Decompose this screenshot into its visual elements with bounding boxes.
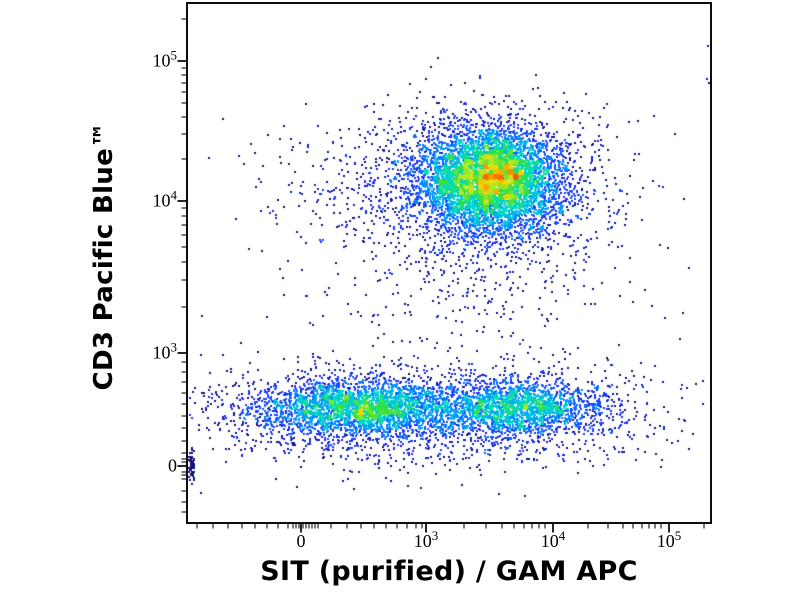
x-tick-label: 103 xyxy=(413,528,439,551)
y-tick-label: 104 xyxy=(152,187,178,211)
y-axis-title-text: CD3 Pacific Blue™ xyxy=(89,121,119,391)
y-axis-title: CD3 Pacific Blue™ xyxy=(89,122,119,391)
y-tick-label: 105 xyxy=(152,47,178,71)
scatter-density-canvas xyxy=(188,4,710,522)
x-tick-label: 105 xyxy=(656,528,682,551)
plot-frame xyxy=(186,2,712,524)
x-tick-label: 0 xyxy=(296,531,306,551)
y-tick-label: 0 xyxy=(168,455,177,476)
y-tick-label: 103 xyxy=(152,339,178,363)
x-axis-title-text: SIT (purified) / GAM APC xyxy=(260,556,638,587)
x-tick-label: 104 xyxy=(540,528,566,551)
x-axis-title: SIT (purified) / GAM APC xyxy=(260,556,637,587)
